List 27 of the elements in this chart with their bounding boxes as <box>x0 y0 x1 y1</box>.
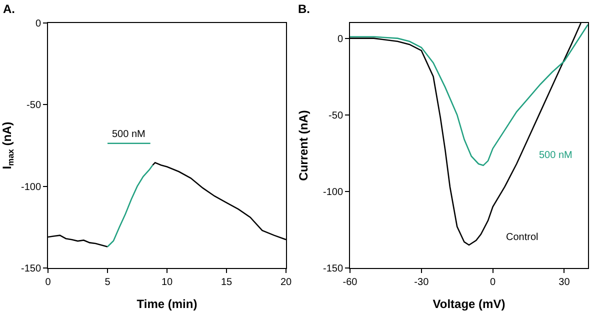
x-tick-label: -60 <box>342 277 358 288</box>
y-tick-label: -100 <box>20 182 42 193</box>
y-tick-label: 0 <box>35 18 42 30</box>
x-tick-label: 10 <box>161 277 173 288</box>
x-tick-label: 15 <box>220 277 232 288</box>
y-tick-label: -150 <box>322 264 344 274</box>
x-tick-label: 5 <box>104 277 111 288</box>
line-series <box>106 164 154 248</box>
x-tick-label: 30 <box>558 277 570 288</box>
chart-title: A. <box>2 2 15 16</box>
x-tick-label: 20 <box>280 277 292 288</box>
chart-title: B. <box>298 2 310 16</box>
y-tick-label: -150 <box>20 264 42 274</box>
x-tick-label: -30 <box>414 277 430 288</box>
y-axis-title: Current (nA) <box>296 110 310 181</box>
text: Control <box>506 232 538 243</box>
y-tick-label: -50 <box>26 100 42 112</box>
x-axis-title: Voltage (mV) <box>432 296 506 311</box>
x-tick-label: 0 <box>490 277 496 288</box>
series-label: 500 nM <box>112 129 146 140</box>
y-tick-label: 0 <box>337 34 344 45</box>
x-axis-title: Time (min) <box>136 296 198 311</box>
y-tick-label: -100 <box>322 186 344 198</box>
y-tick-label: -50 <box>328 110 344 122</box>
x-tick-label: 0 <box>45 277 52 288</box>
text: 500 nM <box>539 150 572 161</box>
line-series <box>350 24 588 166</box>
